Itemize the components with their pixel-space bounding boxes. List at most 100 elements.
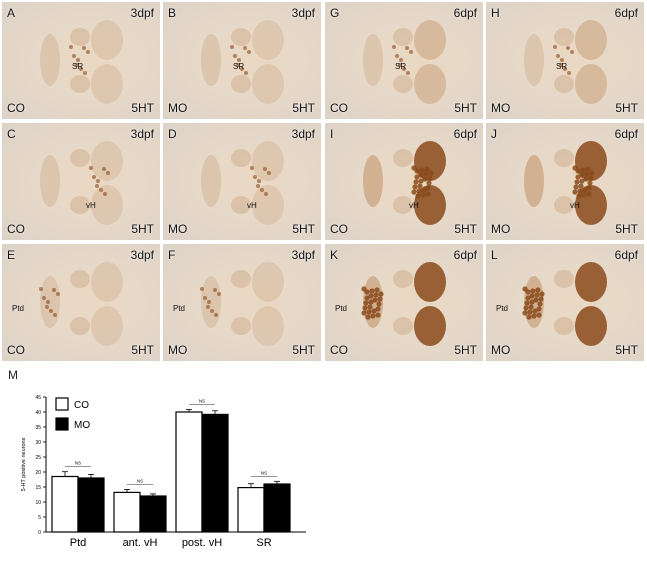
stained-neuron-dot [263,167,267,171]
stain-region [252,20,284,60]
significance-label: NS [75,461,81,466]
legend-label: MO [74,420,90,431]
bar-mo-3 [263,483,291,533]
stained-neuron-dot [236,63,240,67]
stained-neuron-dot [363,300,369,306]
condition-label: MO [491,101,511,115]
stain-region [70,317,90,335]
bar-mo-0 [77,477,105,533]
stained-neuron-dot [207,300,211,304]
stained-neuron-dot [421,187,427,193]
stained-neuron-dot [83,71,87,75]
panel-letter: E [7,248,16,262]
stained-neuron-dot [375,312,381,318]
marker-label: 5HT [615,101,638,115]
stained-neuron-dot [418,172,424,178]
marker-label: 5HT [292,343,315,357]
tissue-stain-image [201,20,284,104]
stain-region [231,317,251,335]
marker-label: 5HT [292,222,315,236]
stained-neuron-dot [424,166,430,172]
panel-letter: I [330,127,334,141]
y-tick-label: 15 [35,485,41,491]
panel-letter: A [7,6,16,20]
stained-neuron-dot [526,314,532,320]
stained-neuron-dot [587,180,593,186]
stage-label: 6dpf [453,6,477,20]
y-tick-label: 25 [35,455,41,461]
stain-region [231,75,251,93]
tissue-stain-image [201,141,284,225]
stain-region [414,64,446,104]
stain-region [575,64,607,104]
stained-neuron-dot [573,184,579,190]
condition-label: MO [491,222,511,236]
stained-neuron-dot [570,50,574,54]
stain-region [231,196,251,214]
stain-region [414,306,446,346]
stained-neuron-dot [367,304,373,310]
stained-neuron-dot [395,54,399,58]
stained-neuron-dot [415,193,421,199]
stained-neuron-dot [237,58,241,62]
stain-region [91,141,123,181]
stained-neuron-dot [534,292,540,298]
stained-neuron-dot [370,313,376,319]
stained-neuron-dot [411,189,417,195]
marker-label: 5HT [454,222,477,236]
tissue-stain-image [524,141,607,225]
stained-neuron-dot [39,287,43,291]
stain-region [70,196,90,214]
stained-neuron-dot [372,297,378,303]
stained-neuron-dot [364,295,370,301]
stained-neuron-dot [589,170,595,176]
panel-letter: F [168,248,176,262]
marker-label: 5HT [615,343,638,357]
marker-label: 5HT [615,222,638,236]
tissue-stain-image [39,262,123,346]
condition-label: CO [7,222,25,236]
region-label: Ptd [335,304,348,313]
marker-label: 5HT [292,101,315,115]
stained-neuron-dot [217,292,221,296]
bar-co-3 [237,486,265,533]
stained-neuron-dot [257,179,261,183]
stage-label: 6dpf [614,6,638,20]
stained-neuron-dot [53,313,57,317]
stained-neuron-dot [267,171,271,175]
stain-region [554,75,574,93]
x-category-label: ant. vH [123,537,158,549]
condition-label: MO [168,343,188,357]
stained-neuron-dot [96,179,100,183]
bar-co-2 [175,411,203,533]
tissue-stain-image [363,20,446,104]
stain-region [70,270,90,288]
legend-label: CO [74,400,89,411]
stained-neuron-dot [373,292,379,298]
bar-mo-2 [201,413,229,533]
stain-region [252,306,284,346]
stained-neuron-dot [200,287,204,291]
panel-m-label: M [8,368,18,382]
stained-neuron-dot [524,300,530,306]
stained-neuron-dot [538,296,544,302]
stained-neuron-dot [244,71,248,75]
stain-region [524,34,544,86]
stained-neuron-dot [420,192,426,198]
stained-neuron-dot [529,299,535,305]
stain-region [363,155,383,207]
marker-label: 5HT [454,101,477,115]
panel-letter: B [168,6,177,20]
stained-neuron-dot [532,308,538,314]
stained-neuron-dot [82,46,86,50]
stained-neuron-dot [417,183,423,189]
condition-label: MO [168,222,188,236]
stage-label: 3dpf [291,248,315,262]
stained-neuron-dot [405,46,409,50]
region-label: SR [72,62,84,71]
stained-neuron-dot [525,295,531,301]
stained-neuron-dot [106,171,110,175]
stage-label: 6dpf [614,248,638,262]
stain-region [70,149,90,167]
x-category-label: SR [256,537,271,549]
